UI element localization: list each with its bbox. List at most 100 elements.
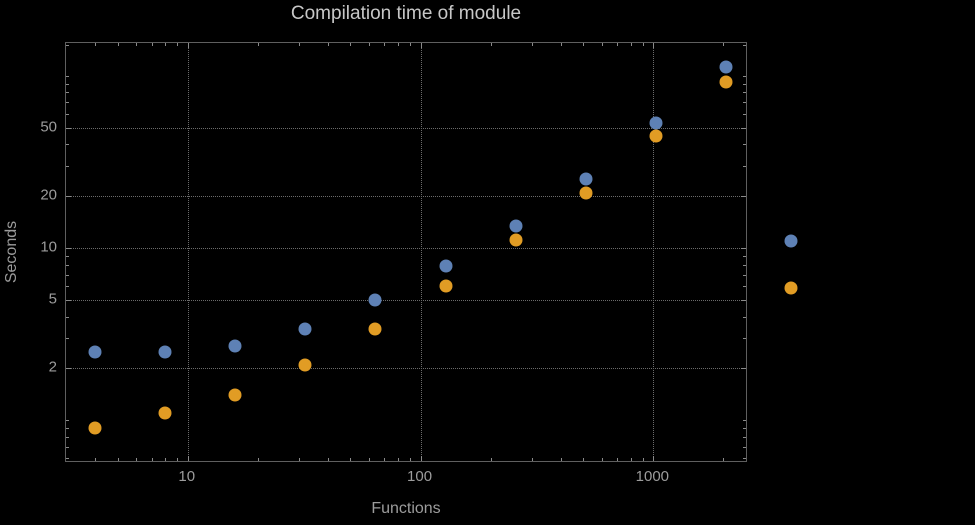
axis-tick bbox=[165, 43, 167, 46]
axis-tick bbox=[741, 127, 746, 129]
x-axis-label: Functions bbox=[371, 500, 441, 517]
gridline-horizontal bbox=[66, 368, 746, 370]
axis-tick bbox=[95, 458, 97, 461]
axis-tick bbox=[66, 274, 69, 276]
axis-tick bbox=[66, 248, 71, 250]
axis-tick bbox=[66, 316, 69, 318]
axis-tick bbox=[743, 458, 746, 460]
legend-marker-orange bbox=[784, 281, 798, 295]
axis-tick bbox=[95, 43, 97, 46]
axis-tick bbox=[136, 458, 138, 461]
axis-tick bbox=[368, 458, 370, 461]
axis-tick bbox=[66, 255, 69, 257]
axis-tick bbox=[66, 144, 69, 146]
axis-tick bbox=[117, 458, 119, 461]
axis-tick bbox=[642, 43, 644, 46]
axis-tick bbox=[723, 458, 725, 461]
axis-tick bbox=[743, 446, 746, 448]
axis-tick bbox=[743, 420, 746, 422]
data-point-series-2-orange bbox=[509, 233, 523, 247]
axis-tick bbox=[327, 43, 329, 46]
axis-tick bbox=[743, 264, 746, 266]
axis-tick bbox=[384, 43, 386, 46]
data-point-series-1-blue bbox=[509, 219, 523, 233]
data-point-series-1-blue bbox=[298, 322, 312, 336]
axis-tick bbox=[257, 43, 259, 46]
axis-tick bbox=[187, 456, 189, 461]
axis-tick bbox=[743, 338, 746, 340]
y-tick-label: 2 bbox=[48, 358, 57, 376]
legend-marker-blue bbox=[784, 234, 798, 248]
data-point-series-2-orange bbox=[579, 186, 593, 200]
axis-tick bbox=[531, 43, 533, 46]
axis-tick bbox=[66, 102, 69, 104]
axis-tick bbox=[741, 248, 746, 250]
axis-tick bbox=[490, 458, 492, 461]
axis-tick bbox=[409, 43, 411, 46]
axis-tick bbox=[397, 458, 399, 461]
axis-tick bbox=[420, 456, 422, 461]
axis-tick bbox=[653, 43, 655, 48]
axis-tick bbox=[531, 458, 533, 461]
data-point-series-2-orange bbox=[719, 75, 733, 89]
axis-tick bbox=[743, 45, 746, 47]
axis-tick bbox=[66, 196, 71, 198]
axis-tick bbox=[350, 458, 352, 461]
axis-tick bbox=[66, 368, 71, 370]
axis-tick bbox=[741, 299, 746, 301]
axis-tick bbox=[368, 43, 370, 46]
axis-tick bbox=[743, 428, 746, 430]
data-point-series-1-blue bbox=[719, 60, 733, 74]
axis-tick bbox=[560, 458, 562, 461]
axis-tick bbox=[66, 127, 71, 129]
axis-tick bbox=[743, 83, 746, 85]
axis-tick bbox=[66, 428, 69, 430]
data-point-series-2-orange bbox=[368, 322, 382, 336]
data-point-series-2-orange bbox=[88, 421, 102, 435]
data-point-series-2-orange bbox=[439, 279, 452, 293]
axis-tick bbox=[384, 458, 386, 461]
axis-tick bbox=[66, 264, 69, 266]
data-point-series-1-blue bbox=[649, 116, 663, 130]
data-point-series-2-orange bbox=[158, 406, 172, 420]
axis-tick bbox=[653, 456, 655, 461]
axis-tick bbox=[136, 43, 138, 46]
data-point-series-1-blue bbox=[439, 259, 452, 273]
data-point-series-1-blue bbox=[579, 172, 593, 186]
axis-tick bbox=[298, 458, 300, 461]
axis-tick bbox=[177, 458, 179, 461]
data-point-series-1-blue bbox=[228, 339, 242, 353]
axis-tick bbox=[601, 43, 603, 46]
axis-tick bbox=[409, 458, 411, 461]
axis-tick bbox=[743, 75, 746, 77]
axis-tick bbox=[490, 43, 492, 46]
gridline-vertical bbox=[420, 43, 422, 461]
axis-tick bbox=[743, 286, 746, 288]
axis-tick bbox=[298, 43, 300, 46]
y-tick-label: 20 bbox=[40, 186, 57, 204]
axis-tick bbox=[66, 92, 69, 94]
gridline-horizontal bbox=[66, 196, 746, 198]
axis-tick bbox=[743, 274, 746, 276]
axis-tick bbox=[66, 338, 69, 340]
axis-tick bbox=[151, 458, 153, 461]
axis-tick bbox=[642, 458, 644, 461]
axis-tick bbox=[743, 316, 746, 318]
axis-tick bbox=[743, 144, 746, 146]
data-point-series-1-blue bbox=[88, 345, 102, 359]
axis-tick bbox=[66, 436, 69, 438]
axis-tick bbox=[743, 255, 746, 257]
axis-tick bbox=[560, 43, 562, 46]
axis-tick bbox=[583, 458, 585, 461]
chart-title: Compilation time of module bbox=[290, 3, 522, 24]
axis-tick bbox=[66, 113, 69, 115]
axis-tick bbox=[723, 43, 725, 46]
axis-tick bbox=[187, 43, 189, 48]
axis-tick bbox=[601, 458, 603, 461]
plot-area bbox=[65, 42, 747, 462]
axis-tick bbox=[66, 75, 69, 77]
axis-tick bbox=[397, 43, 399, 46]
data-point-series-2-orange bbox=[649, 129, 663, 142]
y-tick-label: 10 bbox=[40, 238, 57, 256]
